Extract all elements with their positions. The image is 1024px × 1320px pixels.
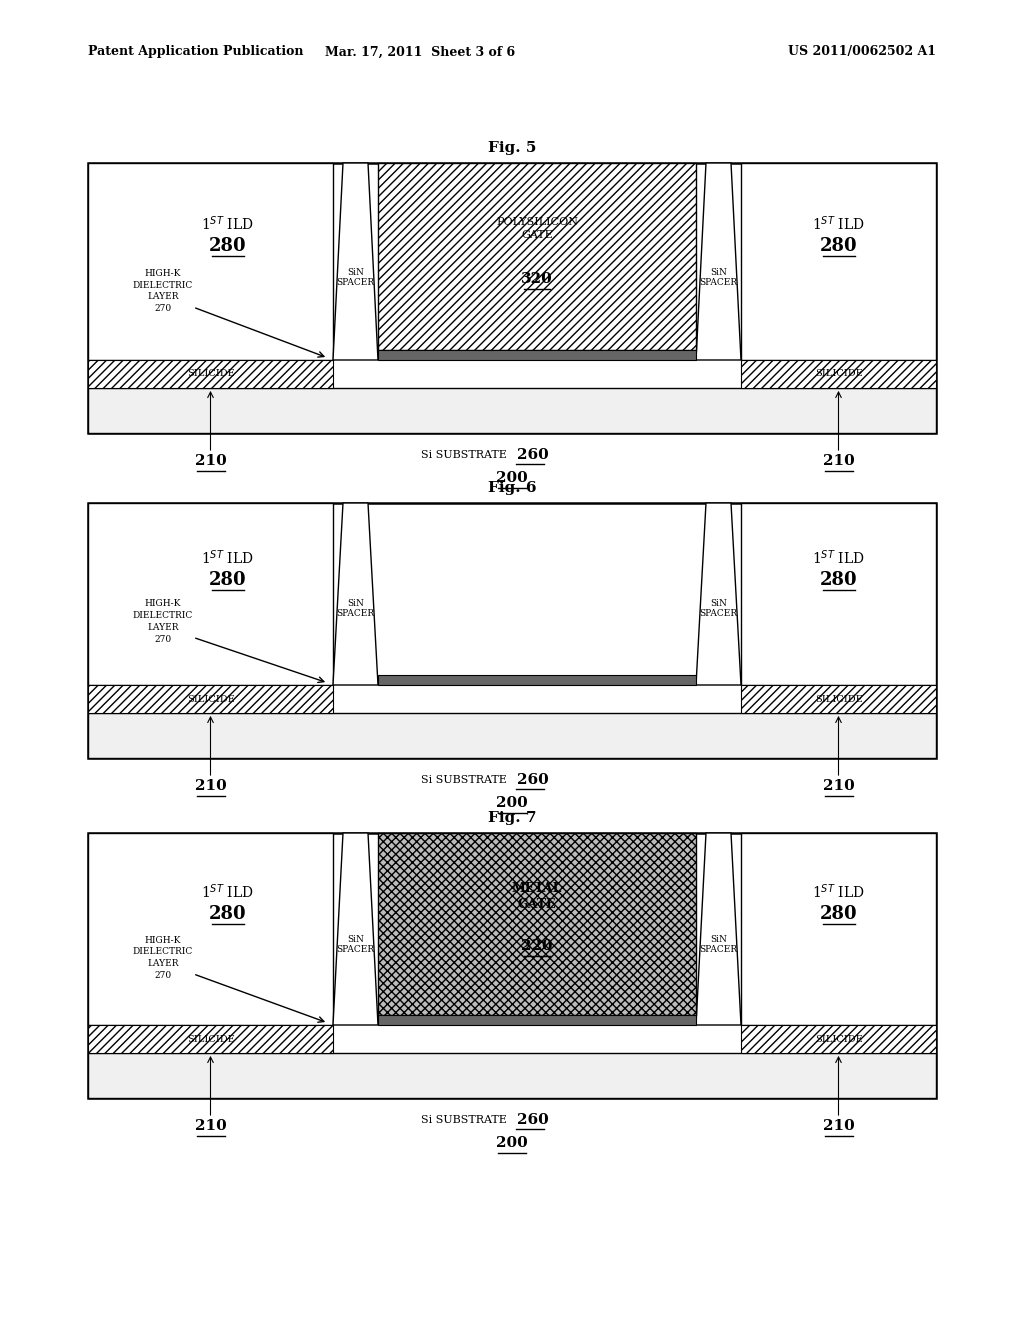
Text: 1$^{ST}$ ILD: 1$^{ST}$ ILD [202,215,254,234]
Bar [378,675,696,685]
Text: 1$^{ST}$ ILD: 1$^{ST}$ ILD [812,883,865,902]
Bar [378,350,696,360]
Polygon shape [696,833,741,1026]
Text: 1$^{ST}$ ILD: 1$^{ST}$ ILD [202,883,254,902]
Bar [741,1026,936,1053]
Bar [741,360,936,388]
Text: Si SUBSTRATE: Si SUBSTRATE [421,450,507,459]
Text: 280: 280 [819,236,857,255]
Text: 210: 210 [822,779,854,793]
Bar [88,1053,936,1098]
Text: SiN
SPACER: SiN SPACER [699,599,737,618]
Text: 200: 200 [496,471,528,484]
Text: 210: 210 [195,779,226,793]
Bar [88,503,333,685]
Text: SILICIDE: SILICIDE [815,1035,862,1044]
Bar [741,685,936,713]
Text: SiN
SPACER: SiN SPACER [337,268,375,286]
Bar [88,162,936,433]
Text: 280: 280 [209,236,247,255]
Text: 280: 280 [819,572,857,589]
Text: HIGH-K
DIELECTRIC
LAYER
270: HIGH-K DIELECTRIC LAYER 270 [133,936,194,979]
Text: 260: 260 [517,774,549,787]
Bar [88,713,936,758]
Text: 280: 280 [819,906,857,923]
Bar [88,833,333,1026]
Text: METAL
GATE: METAL GATE [512,882,562,911]
Text: POLYSILICON
GATE: POLYSILICON GATE [496,218,578,240]
Text: US 2011/0062502 A1: US 2011/0062502 A1 [788,45,936,58]
Text: HIGH-K
DIELECTRIC
LAYER
270: HIGH-K DIELECTRIC LAYER 270 [133,599,194,644]
Text: SILICIDE: SILICIDE [186,694,234,704]
Bar [88,162,333,360]
Text: SILICIDE: SILICIDE [815,694,862,704]
Text: Mar. 17, 2011  Sheet 3 of 6: Mar. 17, 2011 Sheet 3 of 6 [325,45,515,58]
Text: 210: 210 [195,454,226,469]
Text: SILICIDE: SILICIDE [186,1035,234,1044]
Text: 1$^{ST}$ ILD: 1$^{ST}$ ILD [812,549,865,568]
Polygon shape [333,833,378,1026]
Bar [741,162,936,360]
Bar [741,833,936,1026]
Text: 200: 200 [496,1137,528,1150]
Text: Patent Application Publication: Patent Application Publication [88,45,303,58]
Text: SiN
SPACER: SiN SPACER [337,935,375,954]
Text: 1$^{ST}$ ILD: 1$^{ST}$ ILD [812,215,865,234]
Text: SiN
SPACER: SiN SPACER [337,599,375,618]
Text: HIGH-K
DIELECTRIC
LAYER
270: HIGH-K DIELECTRIC LAYER 270 [133,269,194,313]
Text: 260: 260 [517,447,549,462]
Text: Fig. 7: Fig. 7 [487,810,537,825]
Bar [741,503,936,685]
Text: SILICIDE: SILICIDE [815,370,862,379]
Bar [88,685,333,713]
Text: 200: 200 [496,796,528,810]
Text: 320: 320 [521,272,553,286]
Polygon shape [333,162,378,360]
Bar [378,1015,696,1026]
Polygon shape [696,503,741,685]
Bar [378,162,696,350]
Text: 260: 260 [517,1113,549,1127]
Text: Si SUBSTRATE: Si SUBSTRATE [421,775,507,785]
Bar [378,833,696,1015]
Polygon shape [696,162,741,360]
Bar [88,1026,333,1053]
Text: SiN
SPACER: SiN SPACER [699,935,737,954]
Text: Si SUBSTRATE: Si SUBSTRATE [421,1115,507,1125]
Text: 210: 210 [195,1119,226,1133]
Bar [88,388,936,433]
Bar [88,833,936,1098]
Bar [88,360,333,388]
Text: Fig. 5: Fig. 5 [487,141,537,154]
Polygon shape [333,503,378,685]
Bar [88,503,936,758]
Text: 1$^{ST}$ ILD: 1$^{ST}$ ILD [202,549,254,568]
Text: 220: 220 [521,939,553,953]
Text: 210: 210 [822,454,854,469]
Text: 280: 280 [209,906,247,923]
Text: 280: 280 [209,572,247,589]
Text: 210: 210 [822,1119,854,1133]
Text: SILICIDE: SILICIDE [186,370,234,379]
Text: Fig. 6: Fig. 6 [487,480,537,495]
Text: SiN
SPACER: SiN SPACER [699,268,737,286]
